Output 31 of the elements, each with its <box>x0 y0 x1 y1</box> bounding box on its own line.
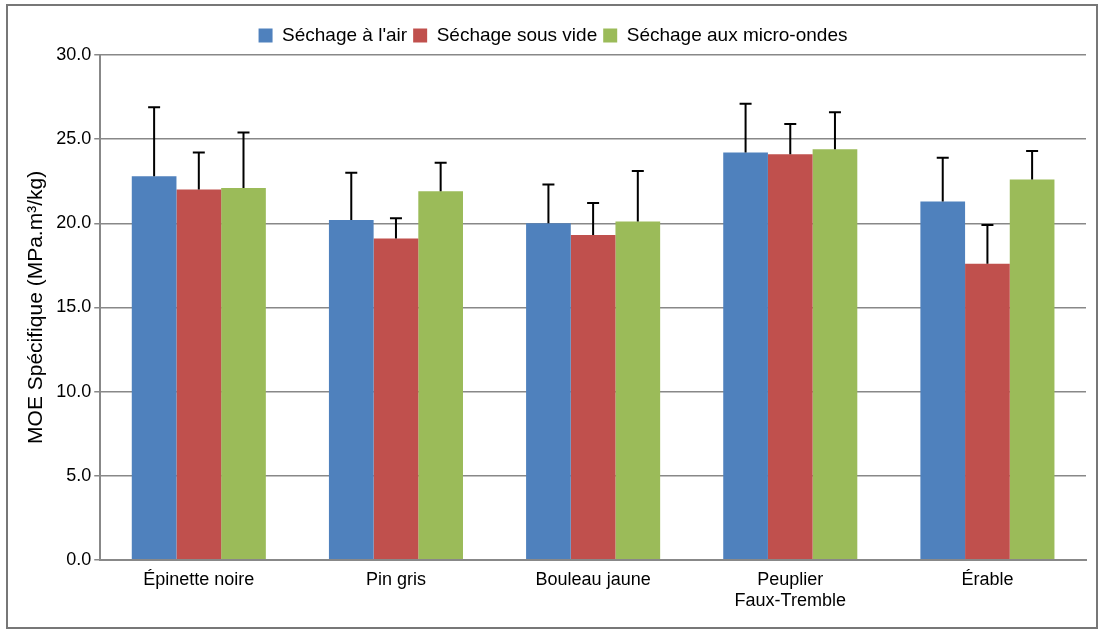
y-tick-label: 5.0 <box>66 464 92 485</box>
x-tick-label: Pin gris <box>365 568 426 589</box>
bar <box>328 219 374 560</box>
x-tick-label: Épinette noire <box>143 568 255 589</box>
y-tick-label: 10.0 <box>56 380 92 401</box>
bar <box>418 191 463 560</box>
x-tick-label: Peuplier Faux-Tremble <box>734 568 846 611</box>
bar <box>723 152 768 560</box>
bar <box>176 189 222 560</box>
bar <box>221 187 266 560</box>
bar <box>1009 179 1055 560</box>
legend-label: Séchage à l'air <box>282 23 408 45</box>
y-tick-label: 15.0 <box>56 296 92 317</box>
bar <box>767 154 813 560</box>
y-axis-title: MOE Spécifique (MPa.m³/kg) <box>23 170 47 444</box>
y-tick-label: 30.0 <box>56 43 92 64</box>
bar <box>615 221 661 560</box>
bar <box>373 238 419 560</box>
bar <box>131 176 177 560</box>
y-tick-label: 25.0 <box>56 128 92 149</box>
y-tick-label: 0.0 <box>66 548 92 569</box>
legend-label: Séchage aux micro-ondes <box>626 23 848 45</box>
x-tick-label: Bouleau jaune <box>535 568 651 589</box>
bar <box>526 223 571 560</box>
bar <box>812 149 858 560</box>
x-tick-label: Érable <box>961 568 1014 589</box>
y-tick-label: 20.0 <box>56 212 92 233</box>
bar <box>965 263 1010 560</box>
bar <box>920 201 966 560</box>
legend-label: Séchage sous vide <box>436 23 598 45</box>
bar <box>570 235 616 560</box>
